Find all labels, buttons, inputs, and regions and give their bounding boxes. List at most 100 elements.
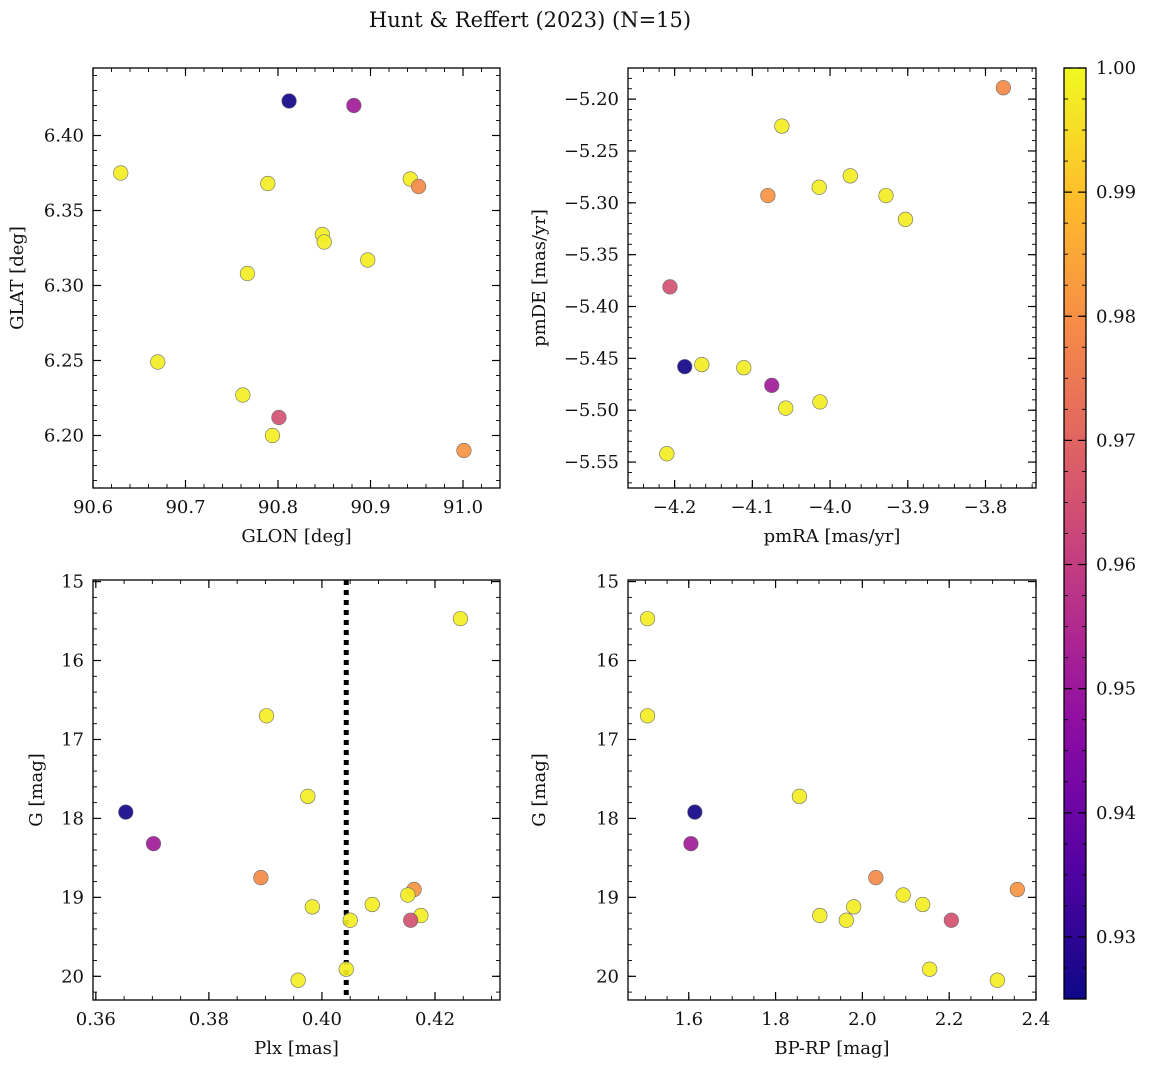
data-point — [846, 899, 862, 915]
x-tick-label: 91.0 — [443, 497, 483, 518]
scatter-panels: 90.6 90.7 90.8 90.9 91.0 6.20 6.25 6.30 6.35 6.40… — [7, 67, 1050, 1059]
data-point — [342, 912, 358, 928]
x-tick-label: 0.42 — [415, 1009, 455, 1030]
x-tick-label: 2.0 — [848, 1009, 877, 1030]
data-point — [300, 788, 316, 804]
y-tick-label: −5.55 — [564, 452, 619, 473]
data-point — [683, 836, 699, 852]
data-point — [639, 708, 656, 724]
x-axis-label: BP-RP [mag] — [774, 1038, 889, 1059]
data-point — [271, 409, 287, 426]
data-point — [281, 93, 297, 109]
y-tick-label: −5.50 — [564, 400, 619, 421]
data-point — [316, 234, 332, 250]
data-point — [411, 178, 427, 195]
y-tick-label: −5.25 — [564, 141, 619, 162]
data-point — [235, 387, 251, 403]
y-tick-label: 6.30 — [44, 276, 84, 297]
data-point — [145, 836, 162, 852]
panel-glon-glat: 90.6 90.7 90.8 90.9 91.0 6.20 6.25 6.30 6.35 6.40… — [7, 67, 501, 547]
figure-title: Hunt & Reffert (2023) (N=15) — [369, 8, 691, 32]
y-tick-label: 6.20 — [44, 426, 84, 447]
y-tick-label: 19 — [61, 887, 84, 908]
data-point — [791, 788, 808, 804]
panel-color-g: 1.6 1.8 2.0 2.2 2.4 15 16 17 18 19 20 BP-RP [mag] G … — [529, 572, 1050, 1059]
x-tick-label: 2.4 — [1022, 1009, 1051, 1030]
data-point — [239, 265, 256, 282]
y-tick-label: 17 — [61, 729, 84, 750]
y-tick-label: −5.45 — [564, 348, 619, 369]
data-point — [364, 896, 380, 913]
y-tick-label: 20 — [596, 966, 619, 987]
x-axis-label: pmRA [mas/yr] — [764, 526, 901, 547]
data-point — [811, 179, 827, 195]
x-tick-label: −4.1 — [730, 497, 774, 518]
data-point — [304, 899, 320, 915]
x-tick-label: 1.6 — [674, 1009, 703, 1030]
plot-frame — [627, 67, 1037, 489]
data-point — [400, 887, 416, 903]
data-point — [290, 972, 306, 988]
colorbar-tick-label: 0.98 — [1096, 306, 1136, 327]
data-point — [989, 972, 1005, 988]
y-axis-label: GLAT [deg] — [7, 226, 28, 330]
data-point — [812, 394, 828, 410]
data-point — [812, 907, 828, 924]
y-tick-label: 6.35 — [44, 201, 84, 222]
x-tick-label: −3.8 — [964, 497, 1008, 518]
y-axis-label: pmDE [mas/yr] — [529, 209, 550, 347]
data-point — [346, 97, 362, 114]
y-tick-label: −5.30 — [564, 193, 619, 214]
data-point — [338, 961, 354, 977]
colorbar-tick-label: 0.97 — [1096, 430, 1136, 451]
x-tick-label: 90.6 — [73, 497, 113, 518]
data-point — [895, 887, 911, 903]
data-point — [452, 611, 469, 627]
y-axis-label: G [mag] — [26, 753, 47, 826]
data-point — [838, 912, 854, 928]
data-point — [360, 252, 376, 268]
x-tick-label: 2.2 — [935, 1009, 964, 1030]
data-point — [260, 175, 276, 192]
x-tick-label: 1.8 — [761, 1009, 790, 1030]
y-tick-label: 18 — [596, 808, 619, 829]
x-tick-label: 0.40 — [302, 1009, 342, 1030]
panel-pm: −4.2 −4.1 −4.0 −3.9 −3.8 −5.55 −5.50 −5.45 −5.40… — [529, 67, 1037, 547]
data-point — [760, 187, 776, 204]
y-tick-label: 19 — [596, 887, 619, 908]
data-point — [922, 961, 938, 977]
data-point — [736, 360, 752, 376]
data-point — [659, 446, 675, 462]
data-point — [774, 118, 790, 134]
data-point — [639, 611, 656, 627]
data-point — [1009, 881, 1025, 898]
data-point — [118, 804, 134, 820]
plot-frame — [92, 67, 501, 489]
colorbar-tick-label: 1.00 — [1096, 58, 1136, 79]
data-point — [456, 442, 472, 459]
plot-frame — [627, 579, 1037, 1001]
x-tick-label: −4.0 — [808, 497, 852, 518]
x-axis-label: Plx [mas] — [254, 1038, 339, 1059]
colorbar-tick-label: 0.94 — [1096, 803, 1136, 824]
colorbar-tick-label: 0.96 — [1096, 555, 1136, 576]
y-tick-label: 20 — [61, 966, 84, 987]
y-tick-label: 6.25 — [44, 351, 84, 372]
y-tick-label: 6.40 — [44, 126, 84, 147]
colorbar-tick-label: 0.99 — [1096, 182, 1136, 203]
data-point — [258, 708, 275, 724]
data-point — [113, 165, 129, 181]
data-point — [897, 211, 914, 228]
data-point — [778, 400, 794, 416]
colorbar: 0.93 0.94 0.95 0.96 0.97 0.98 0.99 1.00 — [1063, 58, 1136, 1000]
data-point — [878, 187, 894, 204]
y-tick-label: 18 — [61, 808, 84, 829]
data-point — [915, 896, 931, 913]
data-point — [842, 168, 858, 184]
y-axis-label: G [mag] — [529, 753, 550, 826]
data-point — [677, 359, 693, 375]
data-point — [403, 912, 419, 928]
colorbar-tick-label: 0.95 — [1096, 679, 1136, 700]
y-tick-label: 15 — [61, 572, 84, 593]
